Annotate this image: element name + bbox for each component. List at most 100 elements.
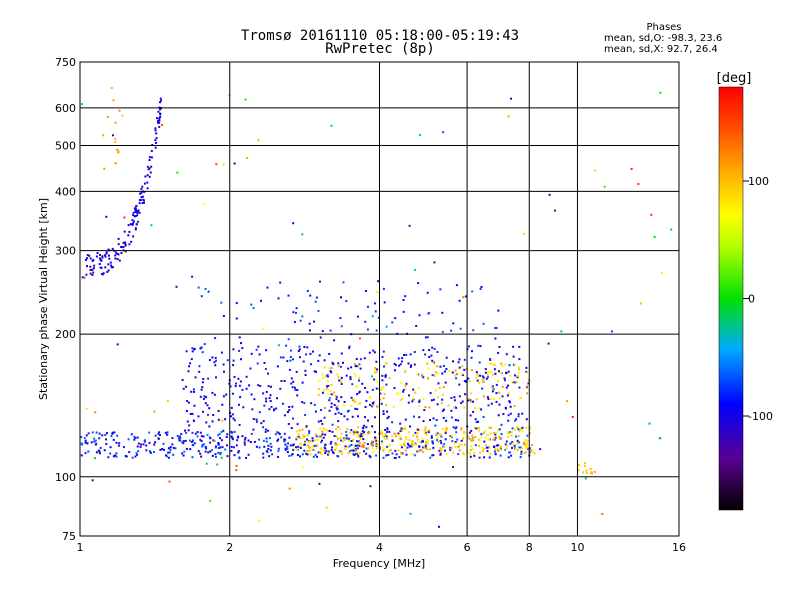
data-point [320,447,323,450]
data-point [365,399,368,402]
data-point [262,392,265,395]
data-point [200,295,203,298]
data-point [494,448,497,451]
data-point [259,385,262,387]
data-point [410,443,413,446]
data-point [650,213,653,216]
data-point [292,443,295,446]
data-point [428,356,431,358]
data-point [589,467,592,470]
data-point [514,428,516,431]
data-point [504,443,507,446]
data-point [417,449,420,452]
data-point [340,450,343,453]
data-point [269,442,272,445]
data-point [243,438,246,441]
data-point [603,185,606,188]
data-point [198,365,201,368]
data-point [349,376,352,379]
data-point [309,329,311,332]
data-point [395,392,398,395]
data-point [469,449,472,451]
data-point [467,399,470,402]
data-point [260,422,263,425]
data-point [500,433,503,436]
data-point [150,165,153,168]
data-point [468,380,471,383]
data-point [270,385,272,388]
data-point [179,436,182,439]
data-point [182,440,185,443]
data-point [218,432,221,435]
data-point [401,357,404,360]
data-point [417,432,419,435]
data-point [295,448,298,451]
data-point [521,426,524,429]
data-point [130,240,133,243]
data-point [157,110,160,113]
data-point [309,352,312,355]
data-point [347,452,350,455]
data-point [350,405,353,407]
data-point [483,379,486,382]
data-point [406,446,409,449]
data-point [357,455,360,458]
data-point [324,429,327,432]
data-point [488,438,491,441]
data-point [367,431,370,434]
data-point [287,423,290,425]
data-point [518,441,521,444]
data-point [334,449,337,452]
data-point [312,350,314,353]
data-point [108,257,111,260]
data-point [329,329,332,332]
data-point [340,381,343,384]
y-tick-label: 75 [62,530,76,543]
data-point [287,338,290,341]
data-point [193,442,196,445]
data-point [326,375,329,378]
data-point [437,440,440,443]
data-point [232,359,235,362]
data-point [280,436,283,439]
data-point [292,417,294,420]
data-point [516,442,519,445]
data-point [421,437,424,440]
data-point [411,444,414,447]
data-point [404,295,407,298]
data-point [253,398,256,401]
data-point [356,408,359,411]
data-point [400,453,403,456]
data-point [370,441,373,444]
data-point [206,433,209,436]
data-point [132,222,134,225]
data-point [436,436,439,439]
data-point [418,314,421,317]
data-point [112,99,115,102]
data-point [348,345,351,348]
data-point [456,372,459,375]
data-point [304,414,307,416]
data-point [315,435,318,438]
data-point [494,452,497,455]
data-point [308,449,311,452]
data-point [501,395,504,398]
data-point [305,452,308,455]
data-point [302,360,305,363]
data-point [292,222,295,225]
data-point [424,444,427,447]
data-point [480,436,483,439]
data-point [394,364,397,366]
data-point [510,97,512,100]
data-point [250,432,253,435]
data-point [157,432,160,435]
data-point [393,369,396,372]
data-point [486,450,489,453]
data-point [487,398,490,400]
data-point [347,409,350,412]
data-point [412,388,415,391]
data-point [346,428,349,431]
data-point [346,446,349,448]
data-point [291,386,294,389]
data-point [456,438,459,441]
